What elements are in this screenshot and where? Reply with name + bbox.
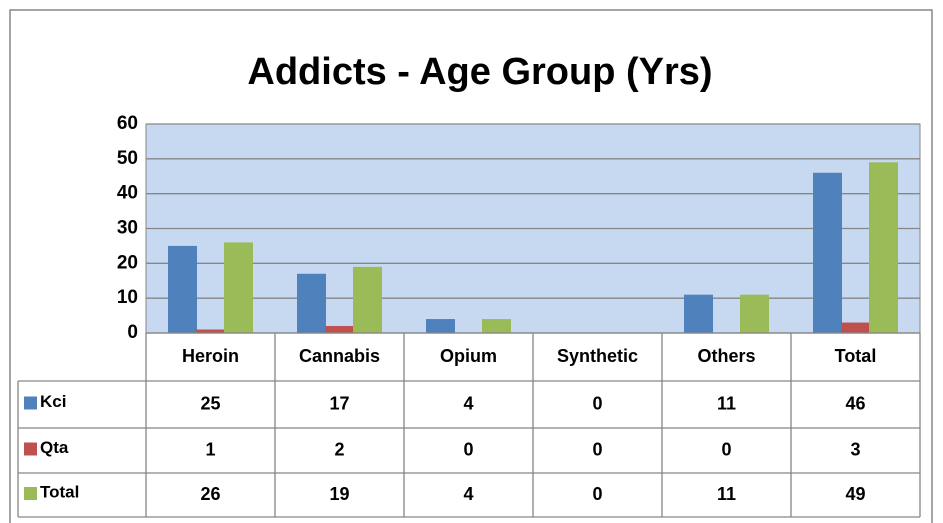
bar bbox=[813, 172, 842, 333]
category-label: Synthetic bbox=[557, 346, 638, 366]
table-value: 17 bbox=[329, 393, 349, 413]
y-tick-label: 60 bbox=[117, 113, 138, 134]
table-value: 0 bbox=[592, 393, 602, 413]
table-value: 3 bbox=[850, 439, 860, 459]
table-value: 0 bbox=[592, 484, 602, 504]
table-value: 0 bbox=[592, 439, 602, 459]
bar bbox=[426, 319, 455, 333]
y-tick-label: 20 bbox=[117, 252, 138, 273]
table-value: 4 bbox=[463, 484, 473, 504]
bar bbox=[353, 266, 382, 333]
y-tick-label: 40 bbox=[117, 183, 138, 204]
bar bbox=[482, 319, 511, 333]
table-value: 19 bbox=[329, 484, 349, 504]
table-value: 0 bbox=[721, 439, 731, 459]
legend-swatch bbox=[24, 487, 37, 500]
legend-label: Total bbox=[40, 482, 79, 501]
bar bbox=[325, 326, 354, 333]
table-value: 26 bbox=[200, 484, 220, 504]
legend-swatch bbox=[24, 442, 37, 456]
y-tick-label: 0 bbox=[127, 322, 138, 343]
category-label: Opium bbox=[440, 346, 497, 366]
bar bbox=[196, 329, 225, 333]
table-value: 4 bbox=[463, 393, 473, 413]
bar bbox=[841, 322, 870, 333]
category-label: Total bbox=[835, 346, 877, 366]
category-label: Others bbox=[697, 346, 755, 366]
table-value: 0 bbox=[463, 439, 473, 459]
category-label: Heroin bbox=[182, 346, 239, 366]
table-value: 49 bbox=[845, 484, 865, 504]
table-value: 11 bbox=[717, 393, 736, 413]
bar bbox=[684, 294, 713, 333]
bar bbox=[869, 162, 898, 333]
table-value: 46 bbox=[845, 393, 865, 413]
table-value: 2 bbox=[334, 439, 344, 459]
legend-swatch bbox=[24, 396, 37, 410]
bar bbox=[224, 242, 253, 333]
category-label: Cannabis bbox=[299, 346, 380, 366]
y-tick-label: 10 bbox=[117, 287, 138, 308]
y-tick-label: 50 bbox=[117, 148, 138, 169]
y-tick-label: 30 bbox=[117, 218, 138, 239]
chart-title: Addicts - Age Group (Yrs) bbox=[247, 51, 712, 93]
legend-label: Kci bbox=[40, 392, 66, 411]
legend-label: Qta bbox=[40, 438, 69, 457]
table-value: 11 bbox=[717, 484, 736, 504]
table-value: 1 bbox=[205, 439, 215, 459]
table-value: 25 bbox=[200, 393, 220, 413]
bar bbox=[740, 294, 769, 333]
bar bbox=[297, 273, 326, 333]
bar bbox=[168, 245, 197, 333]
